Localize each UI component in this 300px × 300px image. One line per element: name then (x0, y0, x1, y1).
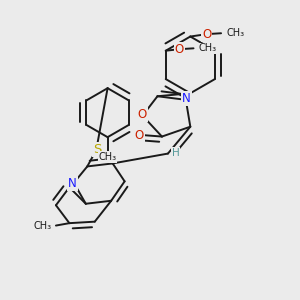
Text: CH₃: CH₃ (199, 43, 217, 53)
Text: CH₃: CH₃ (98, 152, 117, 162)
Text: CH₃: CH₃ (33, 220, 52, 230)
Text: S: S (93, 142, 101, 156)
Text: CH₃: CH₃ (226, 28, 244, 38)
Text: N: N (68, 177, 77, 190)
Text: O: O (202, 28, 212, 40)
Text: O: O (137, 108, 147, 121)
Text: O: O (134, 129, 144, 142)
Text: H: H (172, 148, 179, 158)
Text: O: O (175, 43, 184, 56)
Text: N: N (182, 92, 191, 105)
